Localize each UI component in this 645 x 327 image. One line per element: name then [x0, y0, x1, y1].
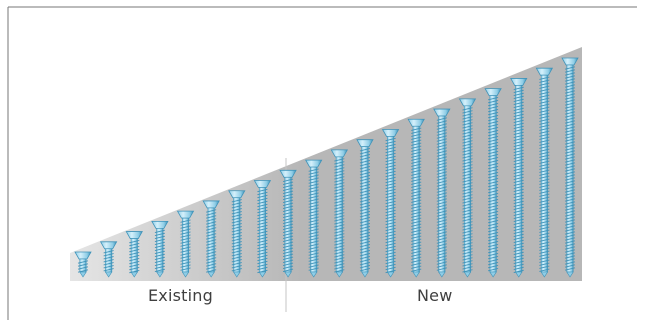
new-screw-icon: [356, 139, 374, 278]
new-screw-icon: [484, 88, 502, 278]
new-screw-icon: [510, 78, 528, 278]
new-screw-icon: [279, 169, 297, 278]
existing-group-label: Existing: [148, 286, 213, 305]
existing-screw-icon: [253, 180, 272, 278]
new-screw-icon: [433, 108, 451, 278]
size-wedge-background: [70, 47, 582, 281]
screw-row: [74, 57, 579, 278]
new-screw-icon: [458, 98, 477, 278]
existing-screw-icon: [202, 200, 220, 278]
new-group-label: New: [417, 286, 453, 305]
existing-screw-icon: [176, 210, 195, 278]
existing-screw-icon: [151, 220, 169, 278]
new-screw-icon: [304, 159, 323, 278]
new-screw-icon: [330, 149, 349, 278]
new-screw-icon: [535, 67, 554, 278]
existing-screw-icon: [74, 251, 92, 278]
new-screw-icon: [407, 118, 425, 278]
new-screw-icon: [381, 129, 400, 278]
existing-screw-icon: [125, 231, 143, 278]
existing-screw-icon: [99, 241, 118, 278]
existing-screw-icon: [228, 190, 246, 278]
new-screw-icon: [561, 57, 579, 278]
